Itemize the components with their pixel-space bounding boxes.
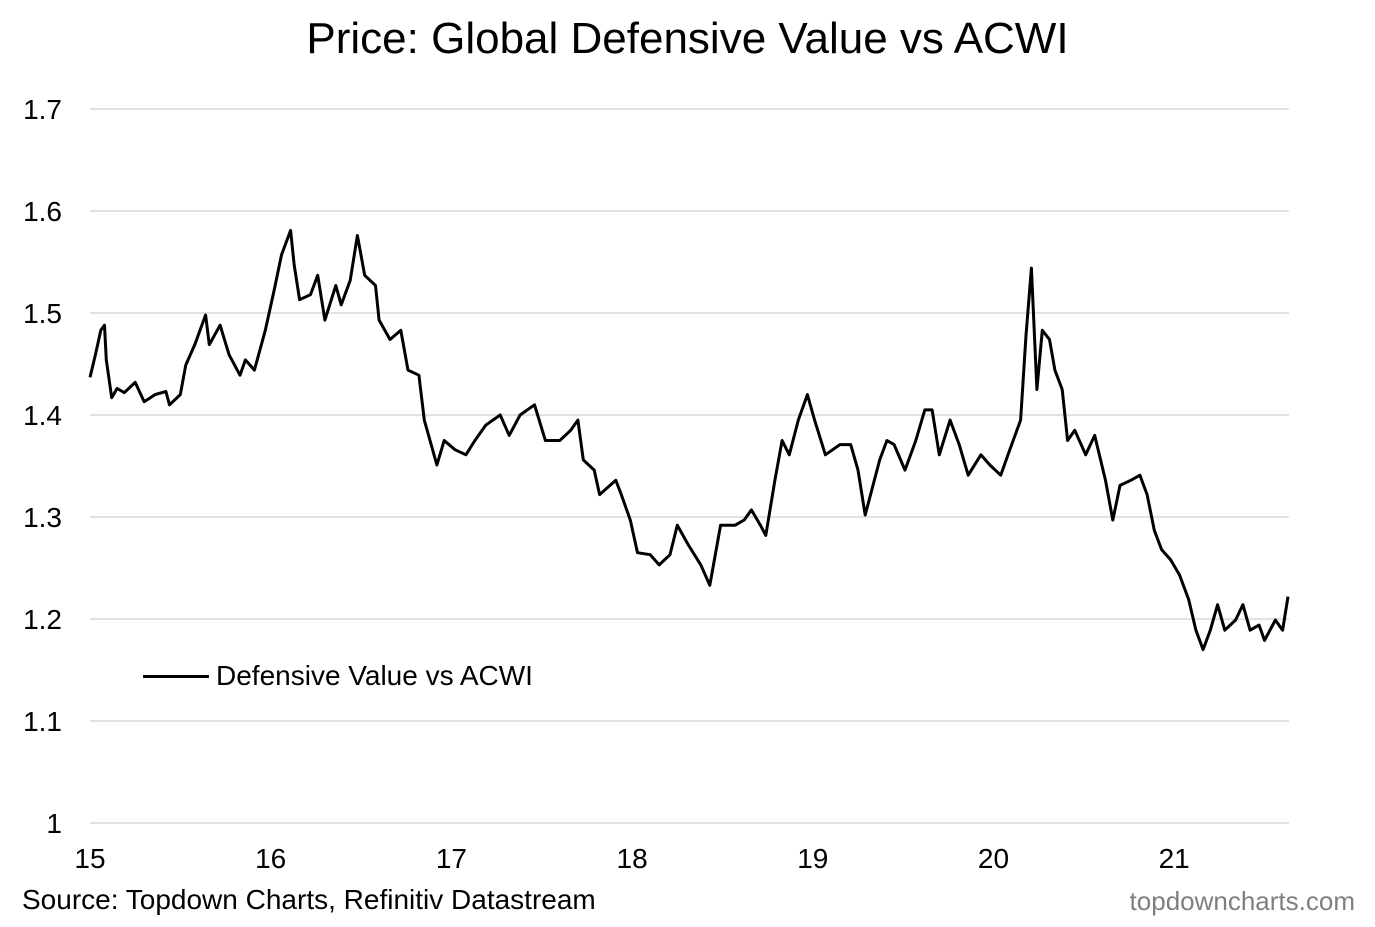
x-tick-label: 15: [74, 843, 105, 874]
y-tick-label: 1: [46, 808, 62, 839]
series-line-defensive-value: [88, 228, 1290, 652]
source-note: Source: Topdown Charts, Refinitiv Datast…: [22, 884, 596, 915]
y-tick-label: 1.5: [23, 298, 62, 329]
chart-title: Price: Global Defensive Value vs ACWI: [306, 14, 1069, 63]
x-tick-label: 18: [617, 843, 648, 874]
legend-label: Defensive Value vs ACWI: [216, 660, 533, 691]
y-tick-label: 1.1: [23, 706, 62, 737]
y-tick-label: 1.6: [23, 196, 62, 227]
watermark: topdowncharts.com: [1129, 886, 1355, 916]
x-tick-label: 21: [1159, 843, 1190, 874]
y-tick-label: 1.4: [23, 400, 62, 431]
legend: Defensive Value vs ACWI: [143, 660, 533, 692]
x-tick-label: 20: [978, 843, 1009, 874]
y-tick-label: 1.7: [23, 94, 62, 125]
x-tick-label: 16: [255, 843, 286, 874]
legend-swatch: [143, 674, 209, 678]
x-tick-label: 19: [797, 843, 828, 874]
x-tick-label: 17: [436, 843, 467, 874]
y-tick-label: 1.3: [23, 502, 62, 533]
y-tick-label: 1.2: [23, 604, 62, 635]
